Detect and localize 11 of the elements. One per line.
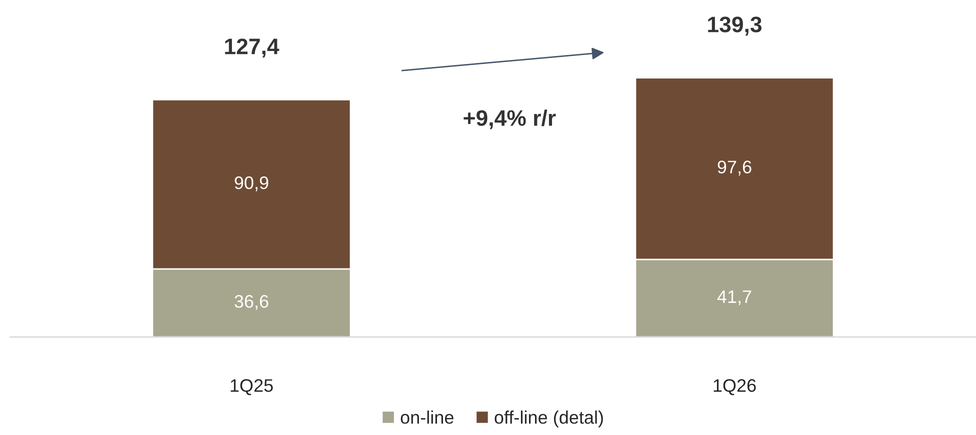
data-label: 41,7: [717, 290, 752, 306]
legend-label: off-line (detal): [494, 410, 603, 428]
data-label: 90,9: [234, 176, 268, 192]
data-label: 97,6: [718, 160, 752, 176]
x-tick-label: 1Q25: [230, 379, 273, 396]
total-label: 139,3: [708, 16, 762, 36]
x-tick-label: 1Q26: [714, 379, 756, 396]
legend-label: on-line: [400, 410, 454, 424]
total-label: 127,4: [225, 38, 280, 58]
data-label: 36,6: [234, 295, 268, 310]
annotation: +9,4% r/r: [464, 110, 556, 130]
